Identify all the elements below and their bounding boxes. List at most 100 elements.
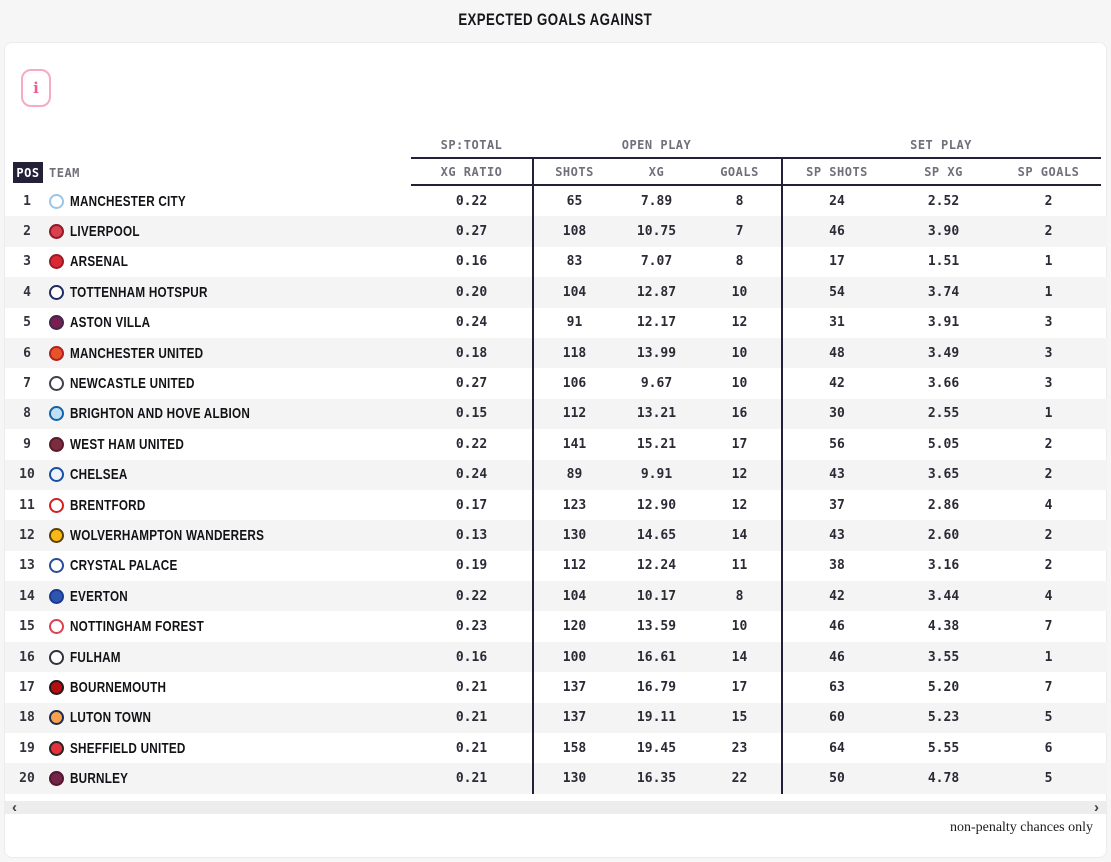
position: 16: [19, 649, 35, 665]
cell-sp_xg: 3.55: [927, 649, 960, 665]
cell-xg_ratio: 0.22: [455, 193, 488, 209]
team-name: NOTTINGHAM FOREST: [70, 618, 204, 636]
cell-xg_ratio: 0.19: [455, 558, 488, 574]
cell-xg: 7.89: [640, 193, 673, 209]
team-name: NEWCASTLE UNITED: [70, 375, 195, 393]
cell-xg_ratio: 0.23: [455, 619, 488, 635]
table-row: 10 CHELSEA 0.24 89 9.91 12 43 3.65 2: [5, 459, 1107, 490]
cell-sp_goals: 1: [1044, 254, 1053, 270]
cell-sp_goals: 2: [1044, 527, 1053, 543]
team-cell: NOTTINGHAM FOREST: [49, 611, 411, 641]
cell-xg: 7.07: [640, 254, 673, 270]
cell-xg: 12.87: [636, 284, 677, 300]
cell-xg_ratio: 0.16: [455, 649, 488, 665]
team-name: BRIGHTON AND HOVE ALBION: [70, 405, 251, 423]
cell-xg_ratio: 0.20: [455, 284, 488, 300]
cell-sp_xg: 3.65: [927, 467, 960, 483]
header-sp-goals: SP GOALS: [1017, 164, 1080, 179]
position: 12: [19, 527, 35, 543]
team-cell: MANCHESTER UNITED: [49, 338, 411, 368]
table-row: 9 WEST HAM UNITED 0.22 141 15.21 17 56 5…: [5, 429, 1107, 460]
scroll-left-icon[interactable]: ‹: [12, 799, 17, 816]
header-shots: SHOTS: [532, 159, 615, 184]
team-name: CHELSEA: [70, 466, 128, 484]
cell-sp_xg: 3.49: [927, 345, 960, 361]
cell-shots: 106: [532, 368, 615, 399]
table-row: 4 TOTTENHAM HOTSPUR 0.20 104 12.87 10 54…: [5, 277, 1107, 308]
team-cell: EVERTON: [49, 581, 411, 611]
header-xg-ratio: XG RATIO: [440, 164, 503, 179]
club-crest-icon: [49, 497, 64, 513]
cell-goals: 14: [731, 649, 748, 665]
table-row: 19 SHEFFIELD UNITED 0.21 158 19.45 23 64…: [5, 733, 1107, 764]
cell-sp_shots: 37: [781, 489, 891, 521]
team-cell: WOLVERHAMPTON WANDERERS: [49, 520, 411, 550]
group-header-sp-total: SP:TOTAL: [440, 138, 503, 152]
club-crest-icon: [49, 619, 64, 635]
horizontal-scrollbar[interactable]: ‹ ›: [5, 799, 1106, 816]
club-crest-icon: [49, 710, 64, 726]
cell-xg: 15.21: [636, 436, 677, 452]
header-sp-xg: SP XG: [924, 164, 963, 179]
stats-cells: 0.24 91 12.17 12 31 3.91 3: [411, 307, 1101, 338]
position: 17: [19, 679, 35, 695]
club-crest-icon: [49, 345, 64, 361]
cell-goals: 23: [731, 740, 748, 756]
club-crest-icon: [49, 224, 64, 240]
scroll-right-icon[interactable]: ›: [1094, 799, 1099, 816]
team-name: WEST HAM UNITED: [70, 435, 185, 453]
cell-shots: 130: [532, 520, 615, 551]
team-name: SHEFFIELD UNITED: [70, 739, 186, 757]
stats-cells: 0.16 83 7.07 8 17 1.51 1: [411, 246, 1101, 278]
team-cell: CHELSEA: [49, 460, 411, 490]
cell-goals: 8: [735, 254, 744, 270]
table-row: 13 CRYSTAL PALACE 0.19 112 12.24 11 38 3…: [5, 550, 1107, 582]
cell-goals: 10: [731, 284, 748, 300]
stats-cells: 0.15 112 13.21 16 30 2.55 1: [411, 398, 1101, 430]
cell-shots: 65: [532, 186, 615, 217]
club-crest-icon: [49, 740, 64, 756]
cell-sp_shots: 48: [781, 337, 891, 369]
cell-sp_xg: 2.52: [927, 193, 960, 209]
cell-shots: 158: [532, 733, 615, 764]
cell-goals: 10: [731, 619, 748, 635]
cell-xg: 9.91: [640, 467, 673, 483]
footnote: non-penalty chances only: [949, 820, 1093, 835]
cell-sp_shots: 17: [781, 246, 891, 278]
team-name: MANCHESTER CITY: [70, 192, 186, 210]
cell-xg: 13.99: [636, 345, 677, 361]
position: 10: [19, 467, 35, 483]
team-name: BRENTFORD: [70, 496, 146, 514]
cell-xg: 19.11: [636, 710, 677, 726]
cell-sp_shots: 43: [781, 459, 891, 490]
cell-xg_ratio: 0.15: [455, 406, 488, 422]
cell-shots: 112: [532, 398, 615, 430]
team-cell: BURNLEY: [49, 763, 411, 793]
position: 3: [23, 254, 31, 270]
cell-xg: 13.59: [636, 619, 677, 635]
stats-cells: 0.24 89 9.91 12 43 3.65 2: [411, 459, 1101, 490]
cell-goals: 22: [731, 771, 748, 787]
cell-sp_shots: 64: [781, 733, 891, 764]
pos-header-badge: POS: [13, 162, 43, 183]
table-row: 11 BRENTFORD 0.17 123 12.90 12 37 2.86 4: [5, 489, 1107, 521]
team-name: MANCHESTER UNITED: [70, 344, 204, 362]
cell-xg_ratio: 0.24: [455, 467, 488, 483]
cell-sp_goals: 3: [1044, 345, 1053, 361]
stats-cells: 0.13 130 14.65 14 43 2.60 2: [411, 520, 1101, 551]
cell-xg: 16.35: [636, 771, 677, 787]
club-crest-icon: [49, 558, 64, 574]
cell-sp_goals: 2: [1044, 467, 1053, 483]
cell-goals: 12: [731, 497, 748, 513]
cell-sp_goals: 7: [1044, 679, 1053, 695]
cell-sp_shots: 43: [781, 520, 891, 551]
group-header-cells: SP:TOTAL OPEN PLAY SET PLAY: [411, 134, 1101, 159]
cell-sp_shots: 46: [781, 611, 891, 642]
cell-xg: 16.61: [636, 649, 677, 665]
stats-cells: 0.22 65 7.89 8 24 2.52 2: [411, 186, 1101, 217]
info-button[interactable]: i: [21, 69, 51, 107]
cell-xg: 12.90: [636, 497, 677, 513]
table-row: 16 FULHAM 0.16 100 16.61 14 46 3.55 1: [5, 641, 1107, 673]
team-cell: BRENTFORD: [49, 490, 411, 520]
position: 6: [23, 345, 31, 361]
